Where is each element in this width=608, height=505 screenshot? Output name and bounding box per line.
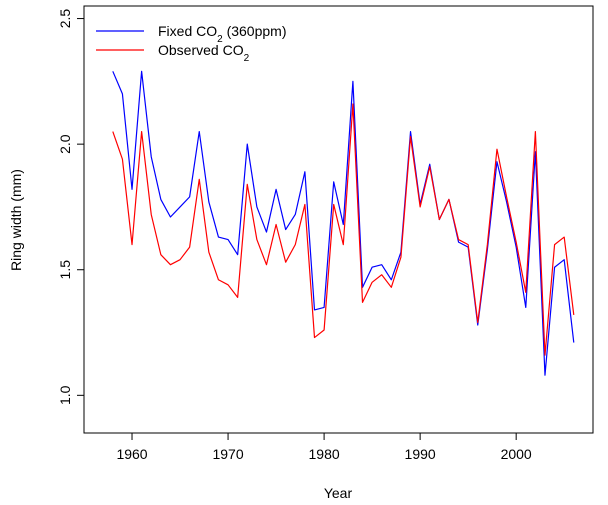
- legend: Fixed CO2 (360ppm) Observed CO2: [96, 23, 287, 64]
- x-tick-label: 1980: [309, 446, 340, 462]
- x-tick-label: 1960: [116, 446, 147, 462]
- axes: 1960 1970 1980 1990 2000 1.0 1.5 2.0 2.5: [57, 9, 532, 462]
- x-tick-label: 2000: [501, 446, 532, 462]
- y-tick-label: 2.0: [57, 134, 73, 154]
- x-tick-label: 1970: [212, 446, 243, 462]
- series-layer: [112, 70, 575, 376]
- legend-label-observed: Observed CO2: [158, 42, 250, 64]
- y-tick-label: 2.5: [57, 9, 73, 29]
- plot-frame: [83, 5, 594, 434]
- series-line-observed-co2: [112, 103, 575, 356]
- y-tick-label: 1.5: [57, 260, 73, 280]
- legend-label-fixed: Fixed CO2 (360ppm): [158, 23, 287, 45]
- x-tick-label: 1990: [405, 446, 436, 462]
- y-axis-title: Ring width (mm): [8, 169, 24, 271]
- series-line-fixed-co2: [112, 70, 575, 376]
- x-axis-title: Year: [324, 485, 353, 501]
- y-tick-label: 1.0: [57, 385, 73, 405]
